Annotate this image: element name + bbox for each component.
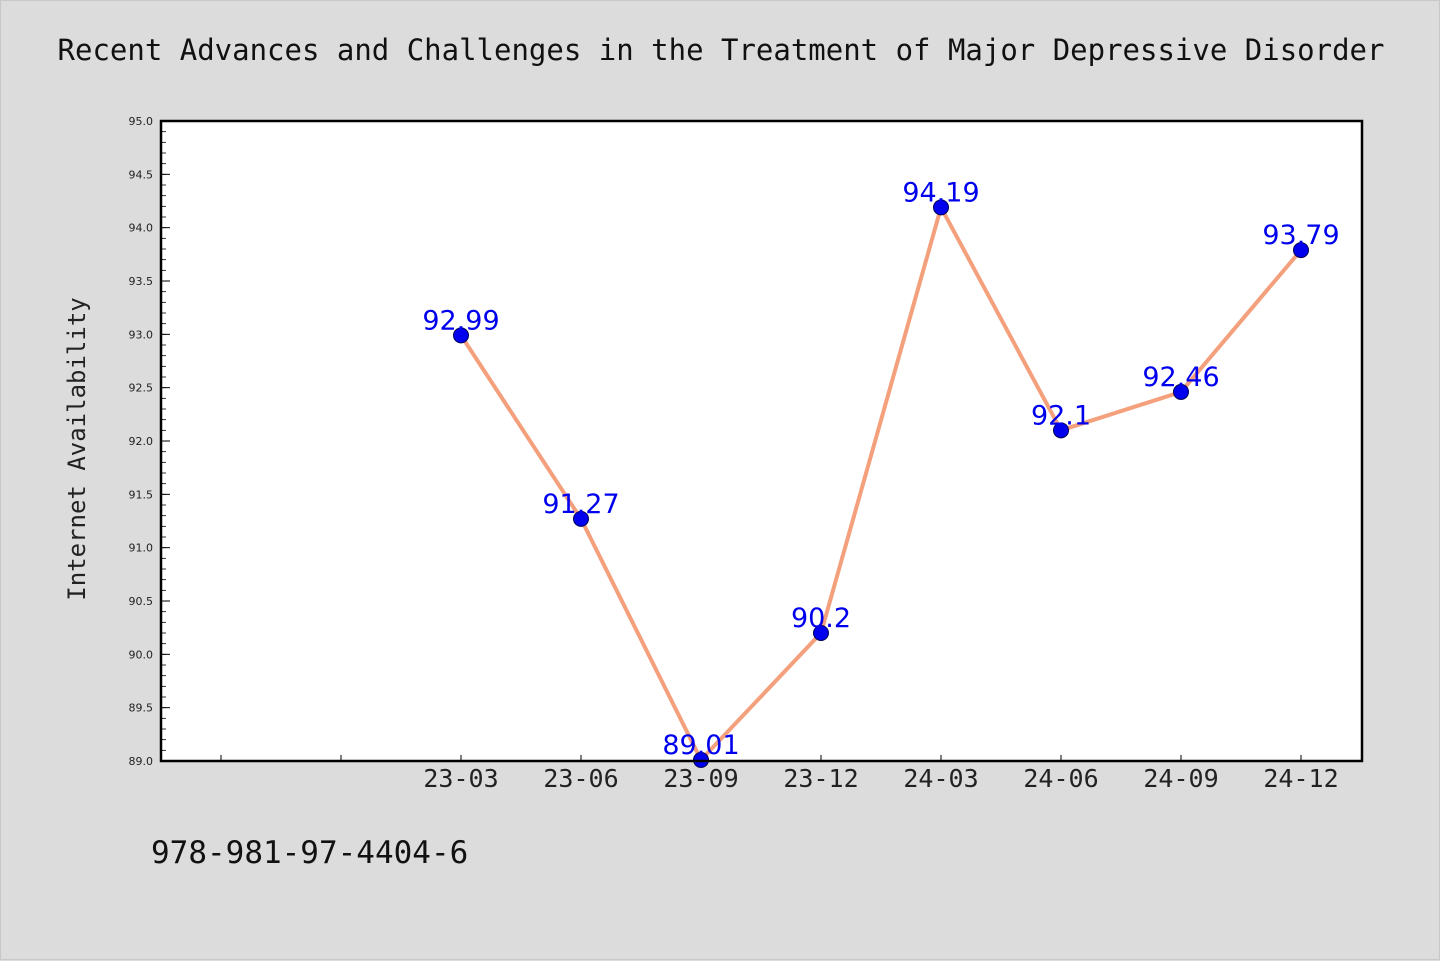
y-tick-label: 93.0 <box>129 328 154 341</box>
y-tick-label: 90.5 <box>129 595 154 608</box>
y-tick-label: 90.0 <box>129 648 154 661</box>
x-tick-label: 23-09 <box>663 764 738 793</box>
data-label: 89.01 <box>662 730 739 761</box>
y-tick-label: 92.5 <box>129 382 154 395</box>
data-point <box>1293 242 1309 259</box>
y-tick-label: 92.0 <box>129 435 154 448</box>
data-point <box>933 199 949 216</box>
x-tick-label: 24-06 <box>1023 764 1098 793</box>
data-point <box>453 327 469 344</box>
y-tick-label: 95.0 <box>129 115 154 128</box>
data-label: 92.1 <box>1031 400 1091 431</box>
x-tick-label: 23-03 <box>423 764 498 793</box>
data-label: 91.27 <box>542 489 619 520</box>
x-tick-label: 24-09 <box>1143 764 1218 793</box>
series-group: 92.99 91.27 89.01 90.2 94.19 92.1 92.46 93.79 <box>422 177 1340 768</box>
plot-frame <box>159 119 1364 763</box>
data-label: 92.46 <box>1142 362 1219 393</box>
y-tick-label: 94.0 <box>129 222 154 235</box>
y-tick-label: 93.5 <box>129 275 154 288</box>
data-label: 93.79 <box>1262 220 1339 251</box>
footer-isbn: 978-981-97-4404-6 <box>151 835 469 871</box>
y-axis-label: Internet Availability <box>63 297 91 600</box>
y-tick-label: 91.5 <box>129 488 154 501</box>
data-point <box>813 625 829 641</box>
data-label: 94.19 <box>902 177 979 208</box>
data-point <box>1173 383 1189 400</box>
x-tick-label: 23-06 <box>543 764 618 793</box>
data-label: 92.99 <box>422 305 499 336</box>
y-tick-label: 94.5 <box>129 168 154 181</box>
data-point <box>1053 422 1069 439</box>
plot-area <box>161 121 1362 761</box>
x-tick-label: 24-12 <box>1263 764 1338 793</box>
x-axis: 23-03 23-06 23-09 23-12 24-03 24-06 24-09 24-12 <box>220 755 1339 793</box>
y-tick-label: 89.0 <box>129 755 154 768</box>
y-tick-label: 91.0 <box>129 542 154 555</box>
series-line <box>459 205 1303 762</box>
y-axis: 89.0 89.5 90.0 90.5 91.0 91.5 92.0 92.5 93.0 93.5… <box>129 115 170 768</box>
x-tick-label: 23-12 <box>783 764 858 793</box>
chart-title: Recent Advances and Challenges in the Tr… <box>57 33 1385 67</box>
data-label: 90.2 <box>791 603 851 634</box>
data-point <box>573 510 589 527</box>
y-tick-label: 89.5 <box>129 702 154 715</box>
x-tick-label: 24-03 <box>903 764 978 793</box>
